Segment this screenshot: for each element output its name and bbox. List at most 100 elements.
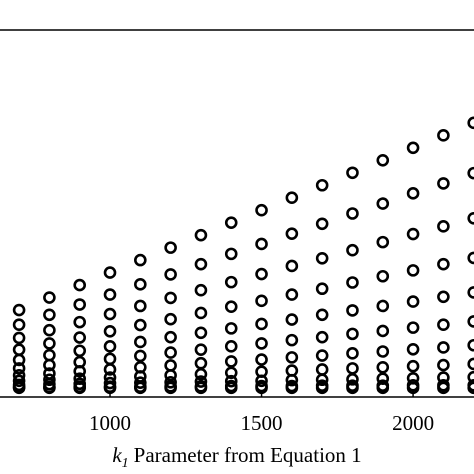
point <box>376 372 390 385</box>
point <box>43 337 56 350</box>
point <box>12 343 26 356</box>
x-label-text: Parameter from Equation 1 <box>134 443 362 467</box>
point <box>467 357 474 371</box>
point <box>103 307 117 321</box>
point <box>103 352 117 366</box>
point <box>346 166 359 180</box>
point <box>315 330 329 344</box>
point <box>315 349 329 362</box>
point <box>103 376 117 390</box>
point <box>376 324 390 338</box>
point <box>73 298 87 311</box>
point <box>255 379 268 393</box>
point <box>224 247 238 261</box>
point <box>73 315 87 329</box>
x-label-var: k <box>112 443 122 467</box>
point <box>346 304 359 317</box>
point <box>346 327 359 341</box>
point <box>406 342 420 356</box>
point <box>376 345 390 358</box>
point <box>12 362 26 375</box>
point <box>73 372 87 385</box>
point <box>346 347 359 360</box>
point <box>437 257 450 271</box>
point <box>134 349 147 363</box>
point <box>255 365 268 378</box>
point <box>134 360 147 374</box>
point <box>73 377 87 391</box>
point <box>194 306 208 320</box>
point <box>406 264 420 277</box>
point <box>467 211 474 225</box>
point <box>437 318 450 332</box>
point <box>406 359 420 373</box>
point <box>73 278 87 292</box>
point <box>43 367 56 380</box>
point <box>224 216 238 229</box>
point <box>376 360 390 374</box>
point <box>164 268 177 281</box>
point <box>73 344 87 358</box>
point <box>224 374 238 388</box>
point <box>255 294 268 308</box>
point <box>12 318 26 332</box>
point <box>134 335 147 349</box>
point <box>315 178 329 192</box>
point <box>255 353 268 366</box>
point <box>285 351 299 364</box>
point <box>194 326 208 340</box>
point <box>255 267 268 281</box>
point <box>437 378 450 392</box>
point <box>346 207 359 220</box>
point <box>467 315 474 328</box>
x-tick-label: 1000 <box>89 411 131 435</box>
point <box>224 355 238 368</box>
point <box>103 371 117 384</box>
point <box>406 227 420 241</box>
point <box>194 380 208 393</box>
point <box>467 338 474 352</box>
point <box>194 375 208 388</box>
point <box>12 369 26 382</box>
x-tick-label: 2000 <box>392 411 434 435</box>
point <box>103 288 117 301</box>
point <box>406 141 420 155</box>
point <box>406 187 420 200</box>
point <box>43 291 56 304</box>
point <box>315 217 329 231</box>
point <box>406 295 420 308</box>
point <box>376 379 390 392</box>
point <box>134 376 147 389</box>
point <box>134 253 147 267</box>
point <box>164 359 177 372</box>
point <box>406 321 420 334</box>
point <box>134 299 147 313</box>
point <box>164 369 177 382</box>
point <box>164 330 177 344</box>
point <box>134 278 147 291</box>
point <box>12 303 26 317</box>
point <box>376 269 390 283</box>
point <box>164 312 177 326</box>
point <box>346 379 359 392</box>
x-axis-label: k1 Parameter from Equation 1 <box>112 443 361 471</box>
point <box>437 290 450 304</box>
point <box>224 300 238 314</box>
point <box>437 177 450 190</box>
point <box>73 355 87 369</box>
point <box>406 371 420 385</box>
point <box>315 363 329 376</box>
point <box>224 340 238 353</box>
point <box>103 340 117 353</box>
point <box>134 318 147 332</box>
point <box>376 235 390 249</box>
point <box>12 331 26 345</box>
point <box>467 116 474 130</box>
point <box>255 317 268 331</box>
point <box>224 366 238 380</box>
point <box>194 356 208 370</box>
point <box>43 323 56 337</box>
point <box>194 228 208 242</box>
point <box>164 241 177 254</box>
